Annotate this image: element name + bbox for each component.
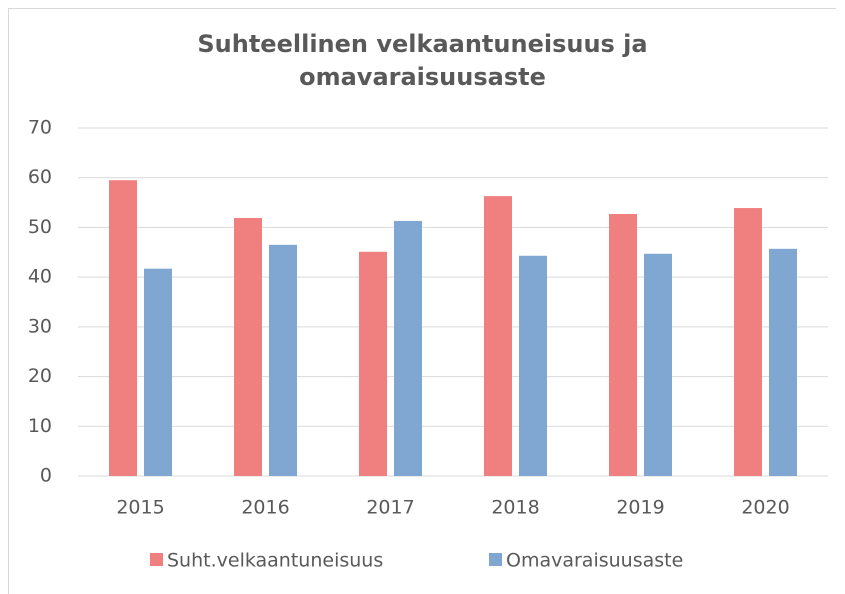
bar [269,244,297,476]
bar [394,220,422,476]
x-tick-label: 2019 [616,497,664,519]
y-tick-label: 50 [28,216,52,238]
bar [609,214,637,476]
chart-title: Suhteellinen velkaantuneisuus ja omavara… [197,30,648,91]
bar [484,196,512,476]
y-tick-label: 60 [28,166,52,188]
legend-swatch [150,553,163,566]
legend-swatch [489,553,502,566]
legend-label: Omavaraisuusaste [506,550,683,572]
bar [769,248,797,476]
y-tick-label: 70 [28,117,52,139]
bar [644,253,672,476]
bar [144,268,172,476]
x-tick-label: 2017 [366,497,414,519]
chart-frame [8,8,836,594]
y-tick-label: 10 [28,415,52,437]
y-tick-label: 30 [28,315,52,337]
bar [234,217,262,477]
y-tick-label: 20 [28,365,52,387]
x-tick-label: 2020 [741,497,789,519]
x-tick-label: 2018 [491,497,539,519]
bar [109,180,137,476]
bar [519,255,547,476]
x-tick-label: 2016 [241,497,289,519]
y-tick-label: 0 [40,465,52,487]
bar [734,208,762,477]
bar [359,251,387,476]
legend-label: Suht.velkaantuneisuus [167,550,383,572]
y-tick-label: 40 [28,266,52,288]
x-tick-label: 2015 [116,497,164,519]
